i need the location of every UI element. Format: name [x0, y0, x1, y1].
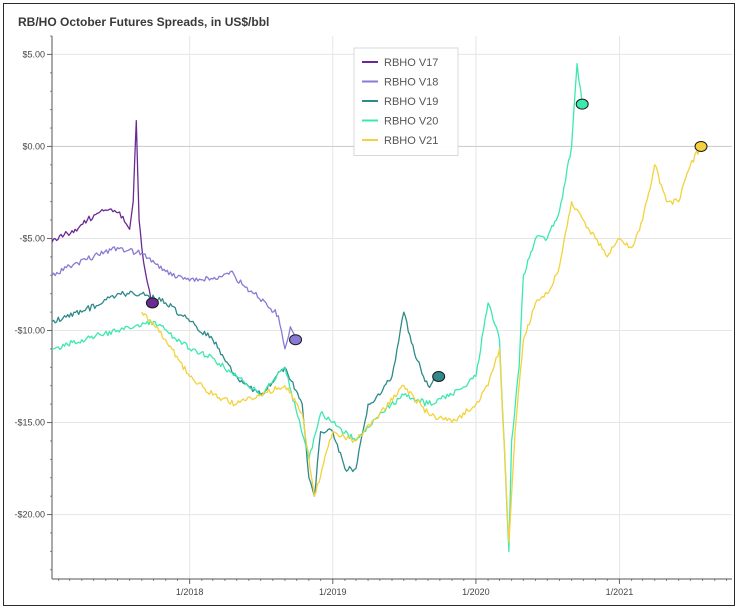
- chart-frame: RB/HO October Futures Spreads, in US$/bb…: [3, 3, 735, 606]
- end-marker-rbho-v18: [289, 334, 303, 346]
- x-tick-label: 1/2021: [606, 587, 634, 597]
- x-tick-label: 1/2019: [319, 587, 347, 597]
- end-marker-rbho-v17: [145, 297, 159, 309]
- chart-svg: RB/HO October Futures Spreads, in US$/bb…: [14, 15, 732, 597]
- x-tick-label: 1/2018: [176, 587, 204, 597]
- end-markers: [145, 98, 708, 383]
- series-line-rbho-v17: [51, 120, 154, 304]
- y-tick-label: -$20.00: [14, 510, 45, 520]
- legend-label: RBHO V19: [384, 96, 438, 108]
- series-line-rbho-v20: [51, 62, 583, 553]
- y-tick-label: -$5.00: [19, 233, 45, 243]
- series-line-rbho-v19: [51, 290, 440, 497]
- y-tick-label: $0.00: [22, 141, 45, 151]
- series-line-rbho-v18: [51, 246, 297, 350]
- y-tick-label: $5.00: [22, 49, 45, 59]
- y-tick-label: -$10.00: [14, 326, 45, 336]
- end-marker-rbho-v21: [694, 140, 708, 152]
- legend-label: RBHO V17: [384, 57, 438, 69]
- end-marker-rbho-v20: [575, 98, 589, 110]
- legend-label: RBHO V18: [384, 77, 438, 89]
- end-marker-rbho-v19: [432, 371, 446, 383]
- series-lines: [51, 62, 702, 553]
- legend: RBHO V17 RBHO V18 RBHO V19 RBHO V20 RBHO V21: [353, 47, 459, 156]
- y-tick-label: -$15.00: [14, 418, 45, 428]
- series-line-rbho-v21: [141, 145, 702, 543]
- axes: $5.00 $0.00 -$5.00 -$10.00 -$15.00 -$20.00 1/2…: [14, 35, 732, 597]
- chart-title: RB/HO October Futures Spreads, in US$/bb…: [18, 15, 269, 29]
- legend-label: RBHO V21: [384, 135, 438, 147]
- legend-label: RBHO V20: [384, 116, 438, 128]
- x-tick-label: 1/2020: [462, 587, 490, 597]
